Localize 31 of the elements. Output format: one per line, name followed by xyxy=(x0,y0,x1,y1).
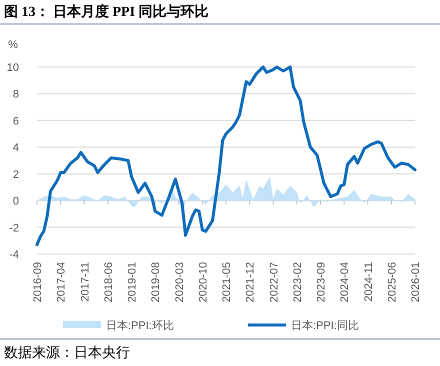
y-tick-label: 2 xyxy=(12,168,19,181)
x-tick-label: 2023-09 xyxy=(316,262,328,302)
y-tick-label: 8 xyxy=(12,88,19,101)
x-tick-label: 2018-06 xyxy=(102,262,115,302)
x-tick-label: 2020-10 xyxy=(197,262,210,302)
y-tick-label: 0 xyxy=(12,196,19,208)
x-tick-label: 2017-04 xyxy=(56,262,68,302)
y-tick-label: 6 xyxy=(12,115,19,128)
x-tick-label: 2019-08 xyxy=(150,262,162,302)
y-axis-title: % xyxy=(8,39,18,51)
x-tick-label: 2023-02 xyxy=(292,262,304,302)
x-tick-label: 2026-01 xyxy=(410,262,422,302)
x-tick-label: 2024-04 xyxy=(339,262,352,302)
y-tick-label: 10 xyxy=(6,62,19,74)
x-tick-label: 2016-09 xyxy=(32,262,44,302)
x-tick-label: 2025-06 xyxy=(386,262,398,302)
x-tick-label: 2020-03 xyxy=(174,262,186,302)
chart-title: 图 13： 日本月度 PPI 同比与环比 xyxy=(4,3,209,20)
x-tick-label: 2021-12 xyxy=(244,262,257,302)
x-tick-label: 2019-01 xyxy=(126,262,138,302)
y-tick-label: -4 xyxy=(9,249,19,261)
x-tick-label: 2017-11 xyxy=(79,262,92,302)
y-tick-label: 4 xyxy=(12,142,19,154)
legend-label: 日本:PPI:同比 xyxy=(291,319,359,332)
x-tick-label: 2021-05 xyxy=(221,262,233,302)
x-tick-label: 2022-07 xyxy=(268,262,280,302)
x-tick-label: 2024-11 xyxy=(362,262,375,302)
source-note: 数据来源：日本央行 xyxy=(4,345,130,361)
y-tick-label: -2 xyxy=(9,222,19,234)
line-series xyxy=(36,66,416,246)
legend-label: 日本:PPI:环比 xyxy=(106,319,174,332)
